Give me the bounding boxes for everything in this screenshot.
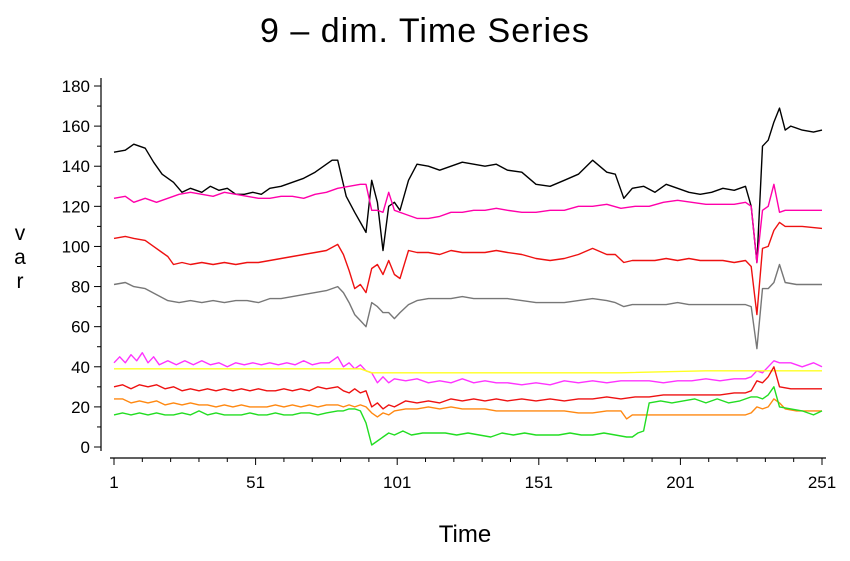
series-line-9 [113, 386, 823, 446]
x-tick-label: 151 [525, 473, 553, 492]
y-axis-label-char: v [14, 222, 26, 245]
y-tick-label: 60 [71, 318, 90, 337]
y-axis-label-char: r [16, 270, 24, 293]
series-line-5 [113, 352, 823, 386]
y-tick-label: 140 [62, 157, 90, 176]
series-line-3 [113, 221, 823, 316]
chart-title: 9 – dim. Time Series [260, 12, 590, 50]
y-tick-label: 100 [62, 237, 90, 256]
y-tick-label: 180 [62, 77, 90, 96]
y-axis-label-char: a [14, 246, 26, 269]
series-line-1 [113, 107, 823, 264]
x-tick-label: 201 [666, 473, 694, 492]
x-tick-label: 251 [808, 473, 836, 492]
x-tick-label: 1 [109, 473, 118, 492]
y-tick-label: 80 [71, 278, 90, 297]
x-axis-label: Time [438, 521, 492, 548]
y-tick-label: 0 [81, 438, 90, 457]
y-tick-label: 20 [71, 398, 90, 417]
series-line-4 [113, 263, 822, 350]
x-tick-label: 51 [246, 473, 265, 492]
y-tick-label: 40 [71, 358, 90, 377]
y-tick-label: 160 [62, 117, 90, 136]
x-tick-label: 101 [383, 473, 411, 492]
series-line-8 [114, 398, 822, 420]
series-line-2 [113, 183, 822, 264]
series-line-7 [113, 366, 822, 410]
series-line-6 [114, 368, 822, 374]
y-tick-label: 120 [62, 197, 90, 216]
series-group [113, 107, 823, 446]
